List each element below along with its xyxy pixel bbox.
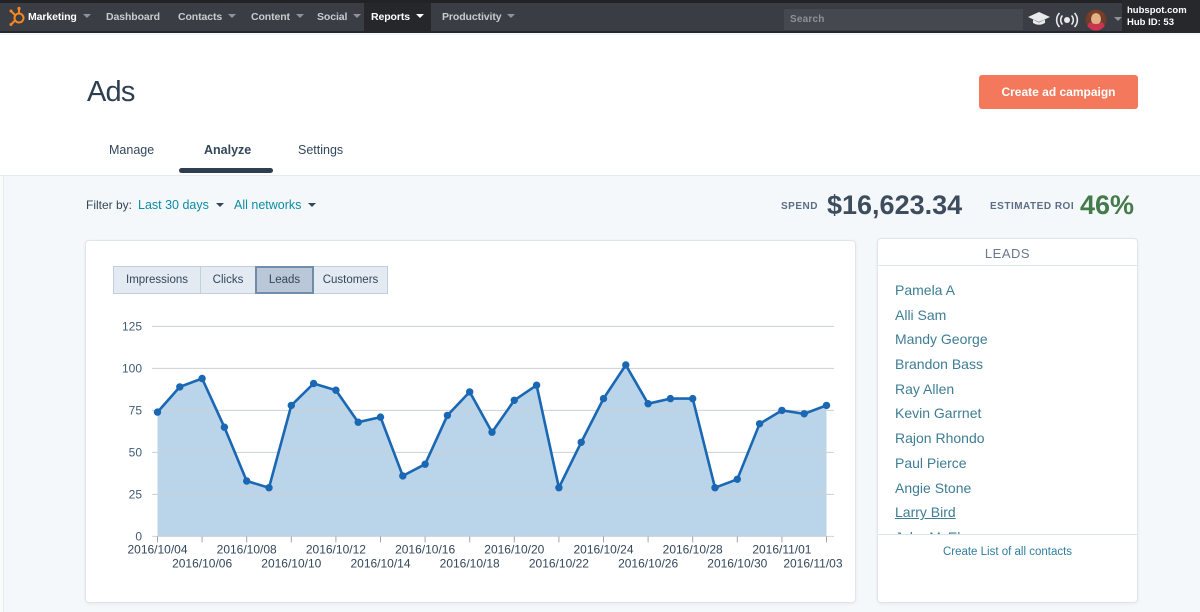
svg-text:100: 100 [122, 361, 142, 375]
svg-text:2016/10/16: 2016/10/16 [395, 542, 455, 556]
svg-text:2016/10/08: 2016/10/08 [217, 542, 277, 556]
svg-text:2016/10/20: 2016/10/20 [484, 542, 544, 556]
svg-text:2016/10/18: 2016/10/18 [440, 556, 500, 570]
svg-text:2016/10/06: 2016/10/06 [172, 556, 232, 570]
svg-text:2016/11/03: 2016/11/03 [783, 556, 842, 570]
svg-text:2016/10/28: 2016/10/28 [663, 542, 723, 556]
svg-text:125: 125 [122, 319, 142, 333]
svg-text:2016/10/30: 2016/10/30 [707, 556, 767, 570]
svg-text:2016/11/01: 2016/11/01 [752, 542, 811, 556]
svg-text:2016/10/12: 2016/10/12 [306, 542, 366, 556]
svg-text:2016/10/04: 2016/10/04 [127, 542, 187, 556]
svg-text:75: 75 [129, 403, 143, 417]
svg-text:2016/10/14: 2016/10/14 [350, 556, 410, 570]
svg-text:50: 50 [129, 445, 143, 459]
svg-text:0: 0 [135, 529, 142, 543]
svg-text:2016/10/10: 2016/10/10 [261, 556, 321, 570]
svg-text:2016/10/26: 2016/10/26 [618, 556, 678, 570]
svg-text:25: 25 [129, 487, 143, 501]
svg-text:2016/10/22: 2016/10/22 [529, 556, 589, 570]
svg-text:2016/10/24: 2016/10/24 [573, 542, 633, 556]
